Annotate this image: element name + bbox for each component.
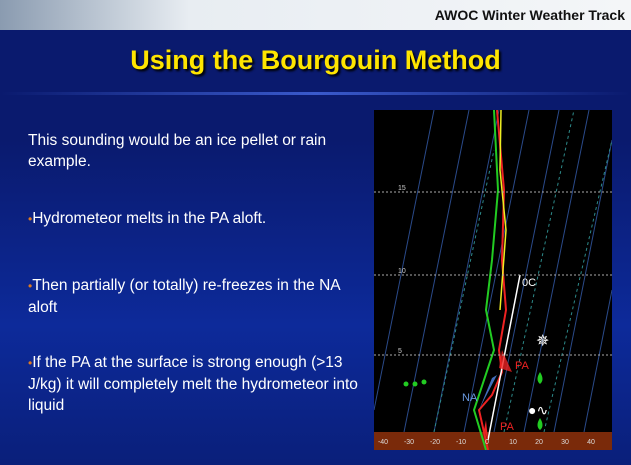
banner: AWOC Winter Weather Track (0, 0, 631, 30)
rule (0, 92, 631, 95)
intro: This sounding would be an ice pellet or … (28, 132, 327, 170)
bullet: If the PA at the surface is strong enoug… (28, 352, 363, 416)
y-label: 10 (398, 268, 406, 275)
track-label: AWOC Winter Weather Track (434, 7, 625, 23)
snow-icon: ✵ (536, 333, 549, 350)
wind-dots (403, 379, 427, 387)
x-label: 30 (561, 439, 569, 446)
x-label: 20 (535, 439, 543, 446)
freezing-label: 0C (522, 277, 536, 289)
x-label: 0 (485, 439, 489, 446)
x-label: -40 (378, 439, 388, 446)
sounding: ✵ ●∿ 0C PA NA PA 15 10 5 -40 -30 -20 -10 0 10 20 3… (374, 110, 612, 450)
bullet: Hydrometeor melts in the PA aloft. (28, 208, 363, 230)
sounding-bg (374, 110, 612, 450)
x-label: 40 (587, 439, 595, 446)
pa-area (484, 420, 488, 440)
wetbulb (499, 110, 507, 311)
pellet-icon: ●∿ (528, 402, 548, 418)
x-label: -20 (430, 439, 440, 446)
y-label: 5 (398, 348, 402, 355)
na-label: NA (462, 392, 478, 404)
x-label: -10 (456, 439, 466, 446)
y-label: 15 (398, 185, 406, 192)
pa-label: PA (515, 360, 530, 372)
temperature (477, 110, 508, 450)
rain-icon (537, 418, 543, 430)
skew-lines (374, 110, 612, 433)
bullet: Then partially (or totally) re-freezes i… (28, 275, 363, 318)
pa-label: PA (500, 421, 515, 433)
rain-icon (537, 372, 543, 384)
x-label: 10 (509, 439, 517, 446)
slide-title: Using the Bourgouin Method (130, 45, 501, 75)
adiabats (433, 110, 612, 433)
dewpoint (472, 110, 500, 450)
x-label: -30 (404, 439, 414, 446)
axis-strip (374, 432, 612, 450)
